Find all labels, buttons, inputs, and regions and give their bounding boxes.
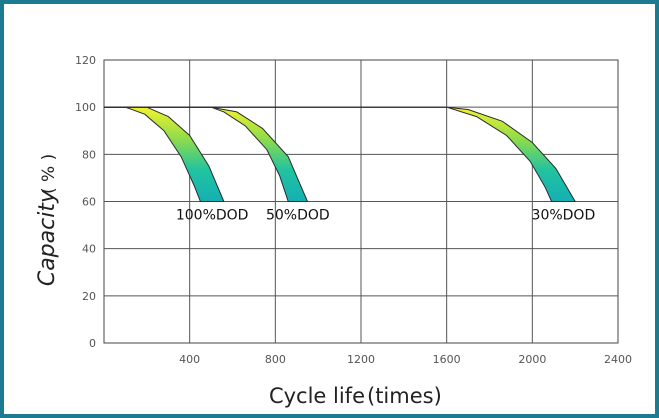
x-axis-label: Cycle life bbox=[269, 384, 365, 408]
x-tick-label: 2000 bbox=[518, 353, 546, 366]
grid-lines bbox=[103, 59, 619, 344]
x-axis-unit: (times) bbox=[367, 384, 442, 408]
series-labels: 100%DOD 50%DOD 30%DOD bbox=[176, 208, 595, 224]
x-tick-label: 2400 bbox=[604, 353, 632, 366]
x-tick-label: 1200 bbox=[347, 353, 375, 366]
y-tick-label: 40 bbox=[82, 243, 96, 256]
dod-band-0 bbox=[104, 106, 225, 202]
y-tick-label: 100 bbox=[75, 101, 96, 114]
y-tick-label: 120 bbox=[75, 54, 96, 67]
series-label: 30%DOD bbox=[532, 208, 596, 224]
y-tick-label: 0 bbox=[89, 337, 96, 350]
y-tick-label: 80 bbox=[82, 148, 96, 161]
y-tick-label: 20 bbox=[82, 290, 96, 303]
x-tick-label: 400 bbox=[179, 353, 200, 366]
tick-labels: 400 800 1200 1600 2000 2400 0 20 40 60 80 100 120 bbox=[75, 54, 632, 366]
x-tick-label: 800 bbox=[265, 353, 286, 366]
x-tick-label: 1600 bbox=[433, 353, 461, 366]
dod-bands bbox=[104, 106, 577, 202]
series-label: 100%DOD bbox=[176, 208, 249, 224]
dod-band-1 bbox=[104, 106, 309, 202]
dod-band-2 bbox=[104, 106, 577, 202]
y-axis-label: Capacity bbox=[35, 189, 60, 286]
y-tick-label: 60 bbox=[82, 196, 96, 209]
series-label: 50%DOD bbox=[266, 208, 330, 224]
y-axis-unit: ( % ) bbox=[39, 154, 59, 194]
